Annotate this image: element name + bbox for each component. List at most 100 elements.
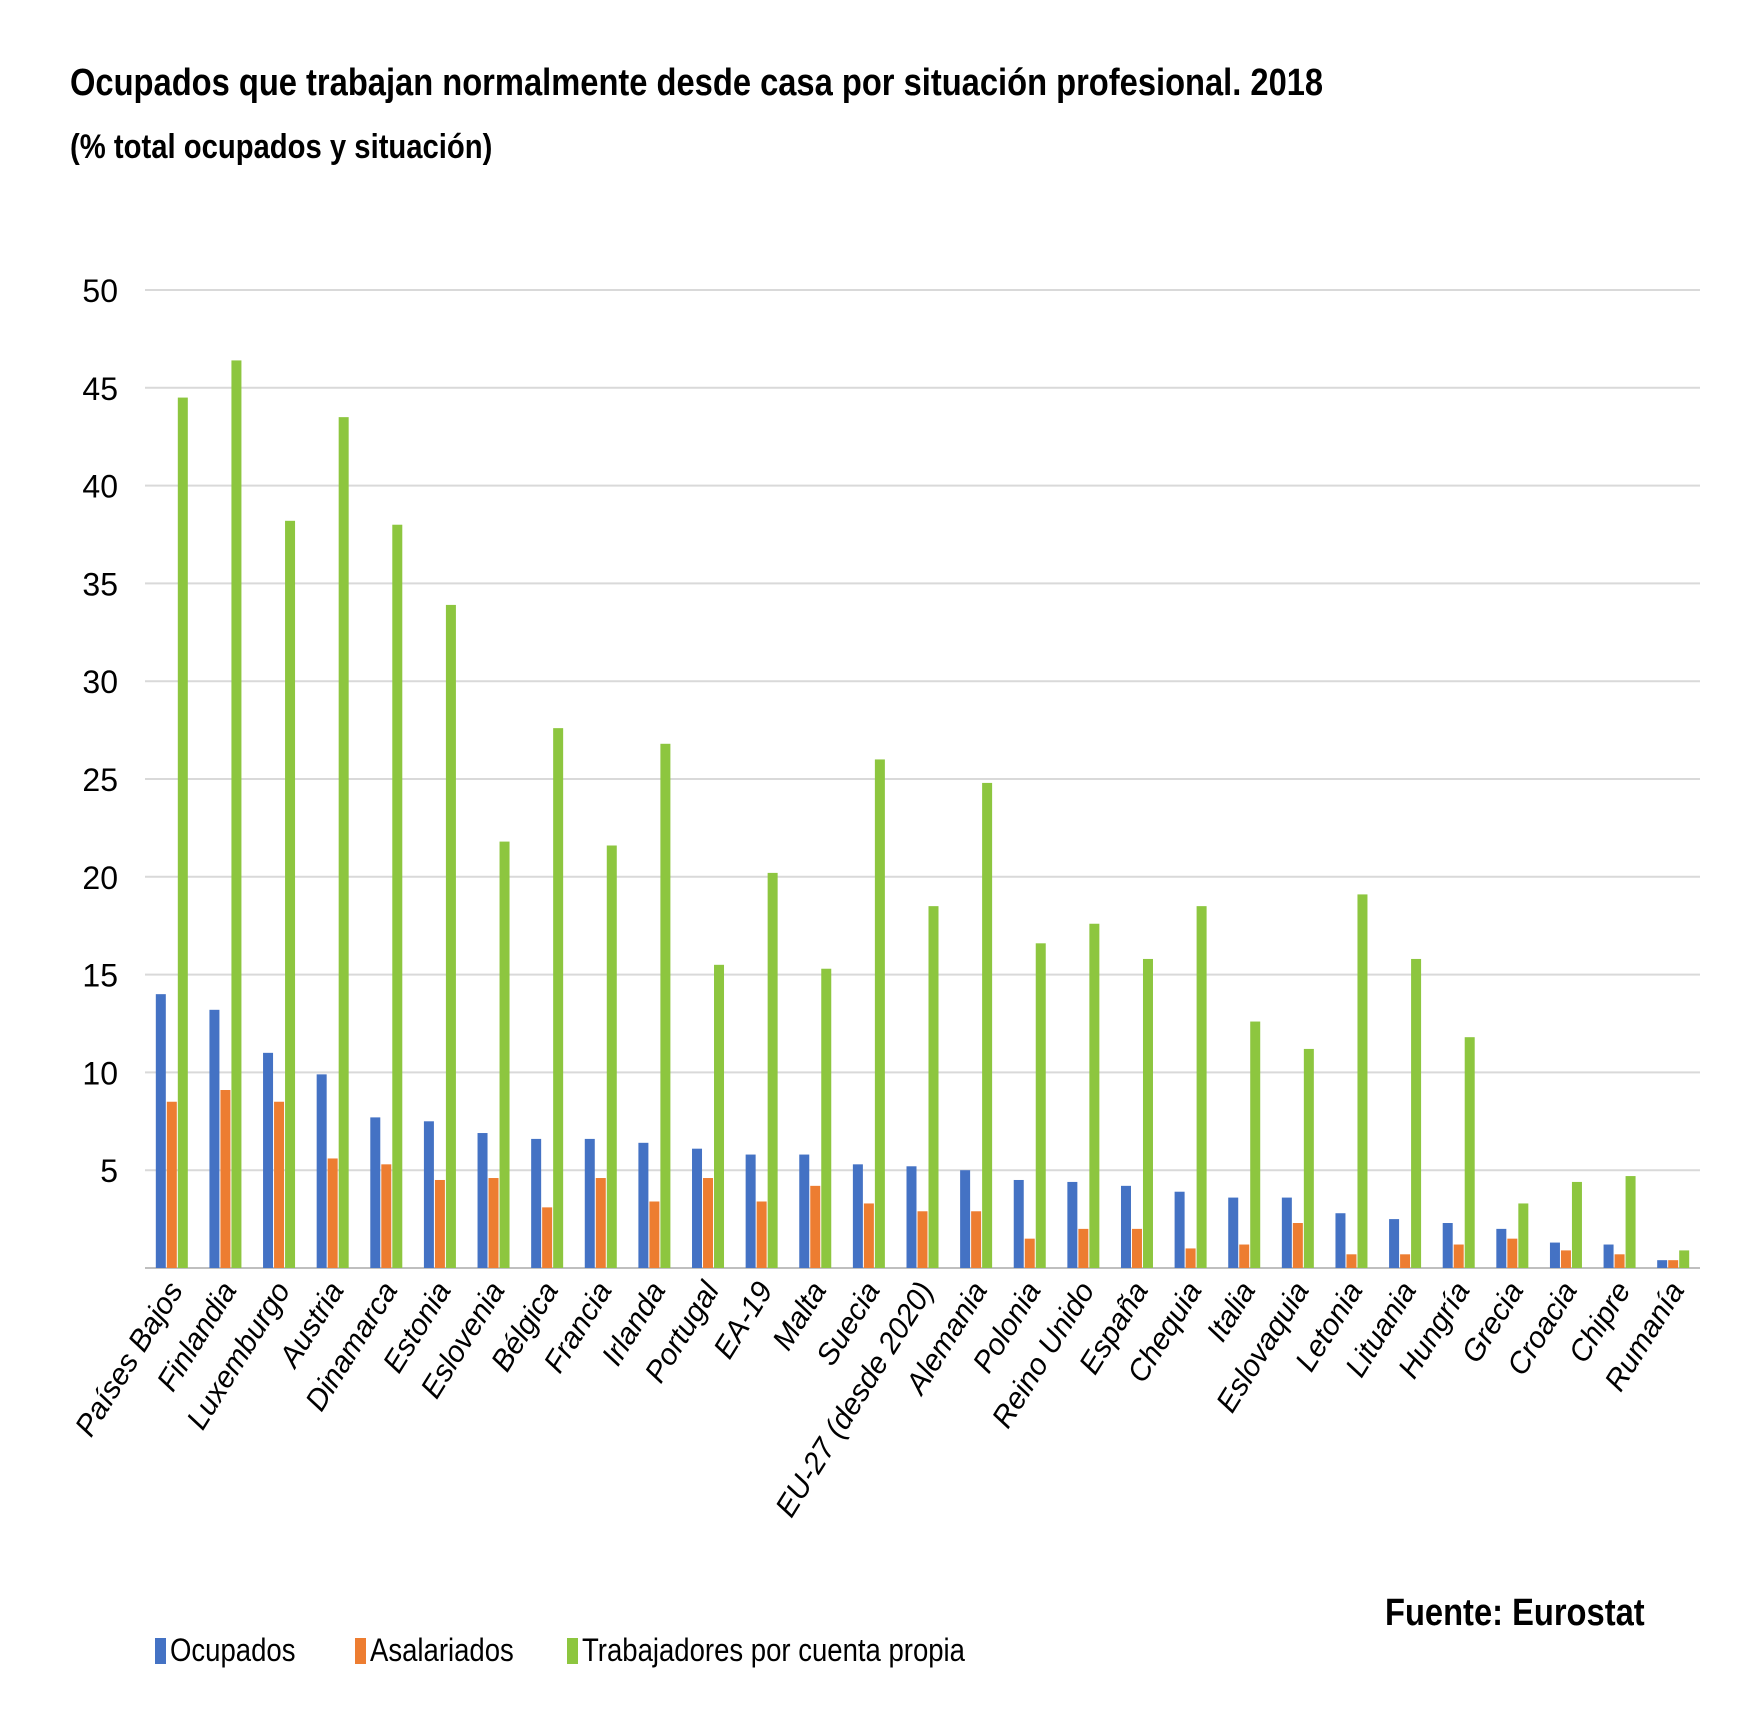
bar-cuenta-propia	[1411, 958, 1422, 1268]
bar-ocupados	[263, 1052, 274, 1268]
bar-ocupados	[638, 1142, 649, 1268]
bar-asalariados	[1668, 1260, 1679, 1268]
bar-cuenta-propia	[1357, 894, 1368, 1268]
bar-asalariados	[381, 1164, 392, 1268]
bars	[155, 360, 1690, 1269]
bar-cuenta-propia	[1571, 1181, 1582, 1268]
bar-cuenta-propia	[1303, 1048, 1314, 1268]
bar-cuenta-propia	[821, 968, 832, 1268]
y-tick-label: 35	[82, 566, 118, 602]
legend-label-cuenta-propia: Trabajadores por cuenta propia	[582, 1632, 965, 1668]
bar-asalariados	[703, 1178, 714, 1268]
y-tick-label: 45	[82, 371, 118, 407]
bar-ocupados	[1174, 1191, 1185, 1268]
chart-subtitle: (% total ocupados y situación)	[70, 128, 493, 166]
bar-ocupados	[960, 1170, 971, 1268]
legend-item-cuenta-propia: Trabajadores por cuenta propia	[567, 1632, 1027, 1669]
bar-ocupados	[799, 1154, 810, 1268]
bar-cuenta-propia	[1518, 1203, 1529, 1268]
y-tick-label: 50	[82, 273, 118, 309]
y-tick-label: 40	[82, 469, 118, 505]
bar-ocupados	[852, 1164, 863, 1268]
bar-ocupados	[1013, 1179, 1024, 1268]
bar-asalariados	[166, 1101, 177, 1268]
bar-cuenta-propia	[1679, 1250, 1690, 1268]
legend-swatch-cuenta-propia	[567, 1637, 578, 1664]
legend-swatch-ocupados	[155, 1637, 166, 1664]
bar-asalariados	[542, 1207, 553, 1268]
bar-ocupados	[1120, 1185, 1131, 1268]
bar-cuenta-propia	[928, 906, 939, 1268]
bar-asalariados	[1346, 1254, 1357, 1268]
bar-cuenta-propia	[553, 728, 564, 1268]
bar-cuenta-propia	[1464, 1037, 1475, 1268]
bar-cuenta-propia	[660, 743, 671, 1268]
chart-title: Ocupados que trabajan normalmente desde …	[70, 62, 1324, 104]
y-tick-label: 10	[82, 1055, 118, 1091]
bar-ocupados	[423, 1121, 434, 1268]
bar-cuenta-propia	[231, 360, 242, 1268]
bar-asalariados	[1131, 1228, 1142, 1268]
bar-asalariados	[595, 1178, 606, 1268]
legend-item-asalariados: Asalariados	[355, 1632, 537, 1669]
bar-ocupados	[155, 994, 166, 1268]
bar-asalariados	[917, 1211, 928, 1268]
bar-asalariados	[1453, 1244, 1464, 1268]
bar-ocupados	[531, 1138, 542, 1268]
bar-cuenta-propia	[392, 524, 403, 1268]
bar-asalariados	[971, 1211, 982, 1268]
bar-cuenta-propia	[1625, 1176, 1636, 1268]
bar-ocupados	[692, 1148, 703, 1268]
bar-cuenta-propia	[767, 872, 778, 1268]
bar-ocupados	[1335, 1213, 1346, 1268]
bar-asalariados	[756, 1201, 767, 1268]
bar-cuenta-propia	[1089, 923, 1100, 1268]
y-tick-label: 5	[100, 1153, 118, 1189]
y-tick-label: 30	[82, 664, 118, 700]
bar-asalariados	[488, 1178, 499, 1268]
bar-asalariados	[327, 1158, 338, 1268]
legend-item-ocupados: Ocupados	[155, 1632, 316, 1669]
bar-cuenta-propia	[1142, 958, 1153, 1268]
bar-cuenta-propia	[1196, 906, 1207, 1268]
bar-cuenta-propia	[982, 782, 993, 1268]
bar-asalariados	[1507, 1238, 1518, 1268]
bar-asalariados	[1560, 1250, 1571, 1268]
bar-ocupados	[906, 1166, 917, 1268]
bar-cuenta-propia	[1250, 1021, 1261, 1268]
bar-ocupados	[1549, 1242, 1560, 1268]
y-tick-label: 25	[82, 762, 118, 798]
legend-label-asalariados: Asalariados	[370, 1632, 514, 1668]
y-tick-label: 15	[82, 958, 118, 994]
bar-ocupados	[1067, 1181, 1078, 1268]
legend-swatch-asalariados	[355, 1637, 366, 1664]
bar-asalariados	[434, 1179, 445, 1268]
source-note: Fuente: Eurostat	[1385, 1592, 1645, 1634]
bar-ocupados	[1657, 1260, 1668, 1268]
bar-ocupados	[1281, 1197, 1292, 1268]
bar-asalariados	[1185, 1248, 1196, 1268]
x-axis-ticks: Países BajosFinlandiaLuxemburgoAustriaDi…	[69, 1275, 1691, 1523]
bar-ocupados	[1442, 1223, 1453, 1268]
bar-cuenta-propia	[285, 520, 296, 1268]
bar-ocupados	[584, 1138, 595, 1268]
bar-ocupados	[1496, 1228, 1507, 1268]
bar-cuenta-propia	[499, 841, 510, 1268]
bar-cuenta-propia	[606, 845, 617, 1268]
bar-asalariados	[274, 1101, 285, 1268]
bar-asalariados	[220, 1090, 231, 1268]
bar-asalariados	[810, 1185, 821, 1268]
bar-asalariados	[1614, 1254, 1625, 1268]
bar-ocupados	[209, 1009, 220, 1268]
bar-cuenta-propia	[338, 417, 349, 1268]
bar-asalariados	[1078, 1228, 1089, 1268]
bar-ocupados	[1389, 1219, 1400, 1268]
bar-asalariados	[649, 1201, 660, 1268]
legend-label-ocupados: Ocupados	[170, 1632, 296, 1668]
bar-cuenta-propia	[714, 964, 725, 1268]
bar-cuenta-propia	[445, 604, 456, 1268]
bar-ocupados	[1603, 1244, 1614, 1268]
bar-ocupados	[1228, 1197, 1239, 1268]
bar-asalariados	[1239, 1244, 1250, 1268]
